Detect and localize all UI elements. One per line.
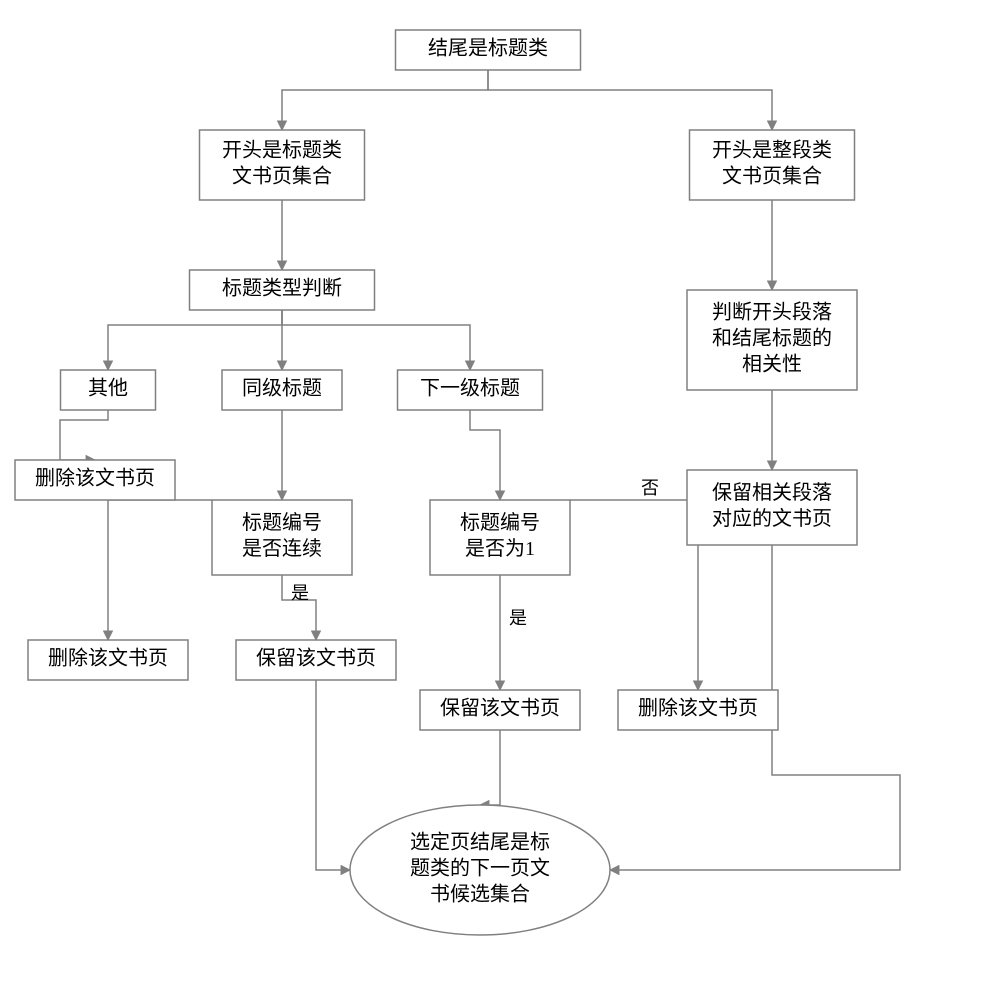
- node-text-n11-line0: 标题编号: [460, 511, 540, 534]
- node-text-n3-line1: 文书页集合: [722, 165, 822, 188]
- edge-label-n11-n15: 是: [509, 608, 527, 628]
- node-n6: 其他: [61, 370, 156, 410]
- node-n4: 标题类型判断: [190, 270, 375, 310]
- node-text-n14-line0: 保留该文书页: [256, 647, 376, 670]
- node-n9: 删除该文书页: [15, 460, 175, 500]
- node-text-n17-line2: 书候选集合: [430, 883, 530, 906]
- node-text-n2-line0: 开头是标题类: [222, 139, 342, 162]
- node-n17: 选定页结尾是标题类的下一页文书候选集合: [350, 805, 610, 935]
- node-text-n8-line0: 下一级标题: [420, 377, 520, 400]
- nodes-layer: 结尾是标题类开头是标题类文书页集合开头是整段类文书页集合标题类型判断判断开头段落…: [15, 30, 857, 935]
- node-text-n16-line0: 删除该文书页: [638, 697, 758, 720]
- node-text-n6-line0: 其他: [88, 377, 128, 400]
- node-text-n5-line1: 和结尾标题的: [712, 327, 832, 350]
- node-n12: 保留相关段落对应的文书页: [687, 470, 857, 545]
- node-text-n17-line1: 题类的下一页文: [410, 857, 550, 880]
- node-text-n5-line0: 判断开头段落: [712, 301, 832, 324]
- node-n7: 同级标题: [222, 370, 342, 410]
- node-text-n17-line0: 选定页结尾是标: [410, 831, 550, 854]
- node-text-n5-line2: 相关性: [742, 353, 802, 376]
- node-n15: 保留该文书页: [420, 690, 580, 730]
- flowchart-canvas: 否是是否结尾是标题类开头是标题类文书页集合开头是整段类文书页集合标题类型判断判断…: [0, 0, 1000, 983]
- node-n3: 开头是整段类文书页集合: [690, 130, 855, 200]
- node-n14: 保留该文书页: [236, 640, 396, 680]
- node-text-n7-line0: 同级标题: [242, 377, 322, 400]
- node-text-n9-line0: 删除该文书页: [35, 467, 155, 490]
- node-text-n11-line1: 是否为1: [465, 537, 535, 560]
- edge-n14-n17: [316, 660, 350, 870]
- edge-label-n11-n16: 否: [641, 478, 659, 498]
- node-n5: 判断开头段落和结尾标题的相关性: [687, 290, 857, 390]
- node-text-n3-line0: 开头是整段类: [712, 139, 832, 162]
- node-n1: 结尾是标题类: [396, 30, 581, 70]
- node-n16: 删除该文书页: [618, 690, 778, 730]
- node-text-n12-line0: 保留相关段落: [712, 481, 832, 504]
- node-text-n12-line1: 对应的文书页: [712, 507, 832, 530]
- node-text-n4-line0: 标题类型判断: [222, 277, 342, 300]
- node-n2: 开头是标题类文书页集合: [200, 130, 365, 200]
- node-n11: 标题编号是否为1: [430, 500, 570, 575]
- node-text-n1-line0: 结尾是标题类: [428, 37, 548, 60]
- node-n10: 标题编号是否连续: [212, 500, 352, 575]
- node-text-n2-line1: 文书页集合: [232, 165, 332, 188]
- edge-n10-n13: [108, 500, 212, 640]
- node-n8: 下一级标题: [398, 370, 543, 410]
- node-text-n13-line0: 删除该文书页: [48, 647, 168, 670]
- node-text-n10-line1: 是否连续: [242, 537, 322, 560]
- node-n13: 删除该文书页: [28, 640, 188, 680]
- node-text-n15-line0: 保留该文书页: [440, 697, 560, 720]
- edge-label-n10-n14: 是: [291, 583, 309, 603]
- node-text-n10-line0: 标题编号: [242, 511, 322, 534]
- edge-n11-n16: [570, 500, 698, 690]
